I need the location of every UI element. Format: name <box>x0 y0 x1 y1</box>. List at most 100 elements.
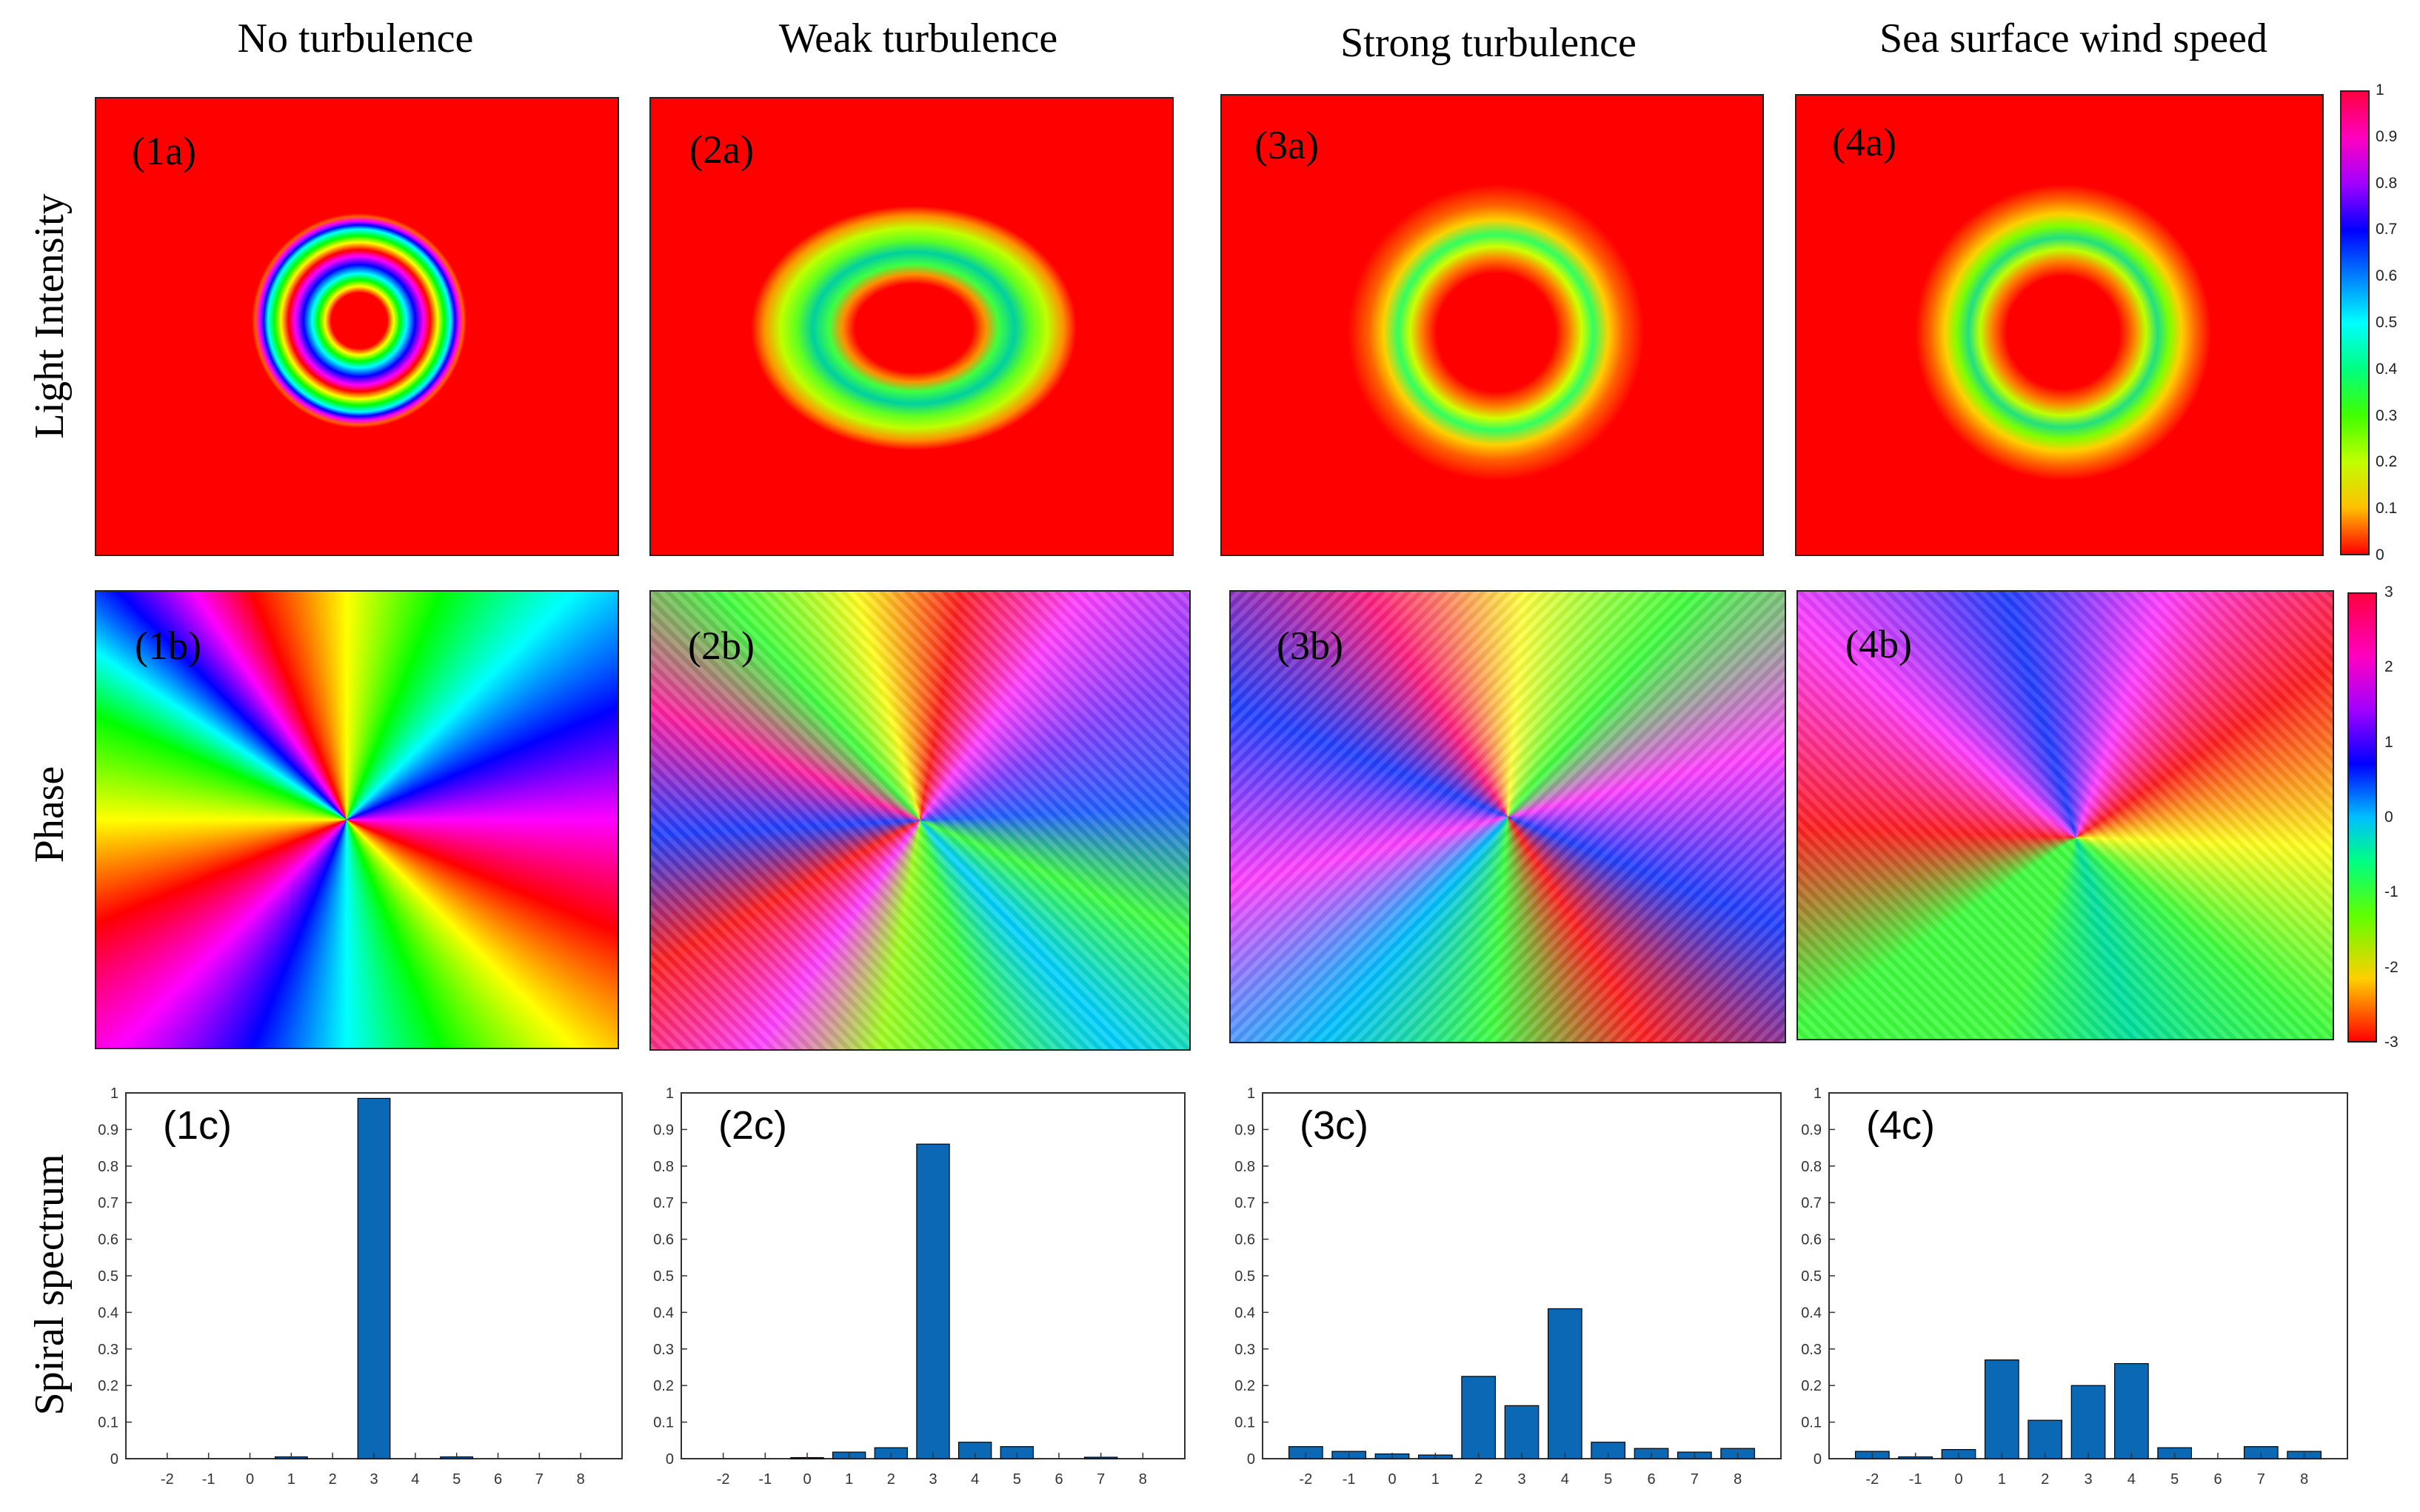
y-tick-label: 0.7 <box>653 1195 674 1211</box>
x-tick-label: -2 <box>161 1471 174 1488</box>
intensity-colorbar-tick-9: 0.1 <box>2376 500 2398 518</box>
y-tick-label: 0 <box>1247 1451 1255 1468</box>
intensity-colorbar-tick-3: 0.7 <box>2376 221 2398 238</box>
phase-noise-overlay-4b <box>1798 592 2333 1039</box>
x-tick-label: 3 <box>2084 1471 2092 1488</box>
x-tick-label: 2 <box>2041 1471 2049 1488</box>
intensity-panel-2a: (2a) <box>649 97 1174 556</box>
panel-label-4c: (4c) <box>1866 1103 1935 1148</box>
intensity-colorbar-tick-10: 0 <box>2376 546 2384 563</box>
x-tick-label: 8 <box>2300 1471 2308 1488</box>
phase-colorbar-tick-4: -1 <box>2384 883 2399 901</box>
phase-panel-2b: (2b) <box>649 590 1191 1051</box>
intensity-panel-1a: (1a) <box>95 97 619 556</box>
bar-2 <box>1461 1376 1497 1459</box>
x-tick-label: 7 <box>535 1471 544 1488</box>
x-tick-label: 8 <box>577 1471 585 1488</box>
x-tick-label: -2 <box>1865 1471 1879 1488</box>
row-label-spiral-spectrum: Spiral spectrum <box>27 1154 73 1416</box>
plot-area <box>1262 1092 1782 1459</box>
x-tick-label: 0 <box>246 1471 254 1488</box>
phase-colorbar-tick-0: 3 <box>2384 583 2393 601</box>
x-tick-label: 5 <box>1604 1471 1612 1488</box>
phase-colorbar-tick-3: 0 <box>2384 809 2393 826</box>
x-tick-label: 6 <box>494 1471 502 1488</box>
bar-3 <box>916 1143 950 1459</box>
x-tick-label: 5 <box>1013 1471 1021 1488</box>
x-tick-label: 5 <box>452 1471 461 1488</box>
y-tick-label: 1 <box>1247 1086 1255 1102</box>
y-tick-label: 0.1 <box>98 1415 118 1431</box>
intensity-colorbar-tick-8: 0.2 <box>2376 453 2398 471</box>
bar-3 <box>357 1097 391 1459</box>
intensity-panel-4a: (4a) <box>1795 94 2324 556</box>
y-tick-label: 0.5 <box>653 1268 674 1285</box>
bar-2 <box>2028 1419 2063 1459</box>
panel-label-3a: (3a) <box>1254 123 1319 167</box>
x-tick-label: 1 <box>1998 1471 2006 1488</box>
panel-label-4a: (4a) <box>1832 120 1896 164</box>
phase-noise-overlay-2b <box>651 592 1189 1049</box>
y-tick-label: 0.9 <box>1801 1122 1822 1138</box>
y-tick-label: 0.9 <box>1234 1122 1255 1138</box>
column-title-strong-turbulence: Strong turbulence <box>1340 20 1637 66</box>
y-tick-label: 0.4 <box>1801 1305 1822 1321</box>
y-tick-label: 0.8 <box>653 1159 674 1175</box>
weak-turbulence-ring <box>751 206 1077 450</box>
x-tick-label: -1 <box>1343 1471 1356 1488</box>
x-tick-label: -1 <box>202 1471 215 1488</box>
phase-colorbar-tick-6: -3 <box>2384 1034 2399 1051</box>
intensity-colorbar-tick-6: 0.4 <box>2376 360 2398 378</box>
spiral-spectrum-chart-1c: 0 0.1 0.2 0.3 0.4 0.5 0.6 0.7 0.8 0.9 1 -2 -1 0 1 2 3 4 5 6… <box>98 1086 623 1488</box>
y-tick-label: 0.4 <box>653 1305 674 1321</box>
x-tick-label: 0 <box>803 1471 811 1488</box>
y-tick-label: 0.3 <box>1234 1342 1255 1358</box>
y-tick-label: 0.7 <box>1234 1195 1255 1211</box>
x-tick-label: 3 <box>1517 1471 1525 1488</box>
y-tick-label: 0.1 <box>653 1415 674 1431</box>
panel-label-1a: (1a) <box>132 129 196 173</box>
y-tick-label: 0.3 <box>653 1342 674 1358</box>
row-label-light-intensity: Light Intensity <box>27 193 73 439</box>
y-tick-label: 0.1 <box>1801 1415 1822 1431</box>
y-tick-label: 0.6 <box>98 1232 118 1248</box>
y-tick-label: 1 <box>110 1086 118 1102</box>
phase-panel-4b: (4b) <box>1796 590 2334 1040</box>
intensity-colorbar-tick-2: 0.8 <box>2376 174 2398 192</box>
y-tick-label: 0.9 <box>653 1122 674 1138</box>
x-tick-label: 1 <box>845 1471 853 1488</box>
x-tick-label: 8 <box>1734 1471 1742 1488</box>
y-tick-label: 0.4 <box>1234 1305 1255 1321</box>
panel-label-2a: (2a) <box>689 127 754 172</box>
y-tick-label: 0.7 <box>98 1195 118 1211</box>
x-tick-label: -2 <box>1299 1471 1312 1488</box>
y-tick-label: 0.9 <box>98 1122 118 1138</box>
x-tick-label: 1 <box>1431 1471 1440 1488</box>
x-tick-label: 2 <box>1474 1471 1483 1488</box>
panel-label-1c: (1c) <box>163 1103 232 1148</box>
x-tick-label: 6 <box>2213 1471 2222 1488</box>
y-tick-label: 0.1 <box>1234 1415 1255 1431</box>
x-tick-label: 6 <box>1054 1471 1063 1488</box>
y-tick-label: 0.5 <box>1801 1268 1822 1285</box>
bar-4 <box>1547 1308 1582 1459</box>
x-tick-label: 4 <box>2127 1471 2136 1488</box>
y-tick-label: 0.6 <box>653 1232 674 1248</box>
y-tick-label: 0 <box>110 1451 118 1468</box>
y-tick-label: 0.2 <box>98 1378 118 1394</box>
x-tick-label: 0 <box>1954 1471 1962 1488</box>
y-tick-label: 0.8 <box>1801 1159 1822 1175</box>
x-tick-label: 7 <box>2257 1471 2265 1488</box>
y-tick-label: 0.3 <box>1801 1342 1822 1358</box>
x-tick-label: 1 <box>287 1471 295 1488</box>
intensity-colorbar-tick-1: 0.9 <box>2376 127 2398 145</box>
x-tick-label: 2 <box>329 1471 337 1488</box>
bar-1 <box>1984 1359 2019 1459</box>
y-tick-label: 1 <box>1814 1086 1822 1102</box>
x-tick-label: 6 <box>1647 1471 1655 1488</box>
panel-label-3b: (3b) <box>1277 623 1343 668</box>
y-tick-label: 0.8 <box>98 1159 118 1175</box>
x-tick-label: 8 <box>1139 1471 1147 1488</box>
y-tick-label: 0.7 <box>1801 1195 1822 1211</box>
x-tick-label: 7 <box>1097 1471 1105 1488</box>
